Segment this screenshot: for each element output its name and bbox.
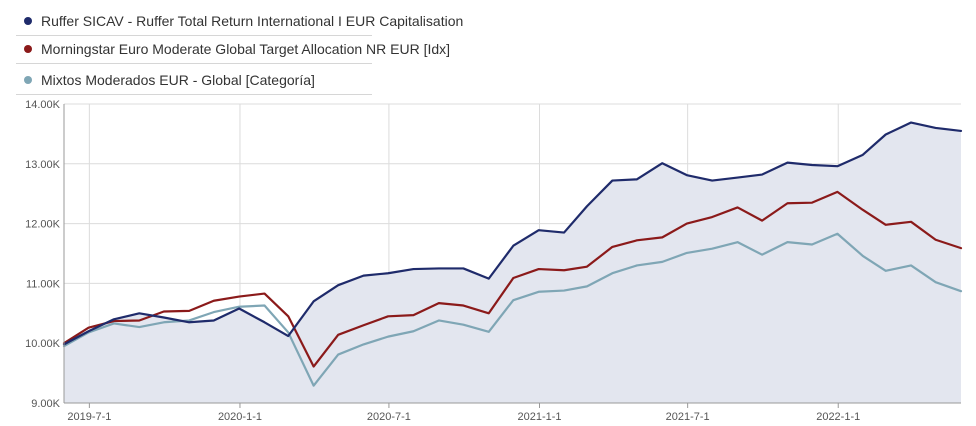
legend-label-category: Mixtos Moderados EUR - Global [Categoría…	[41, 72, 315, 88]
y-tick-label: 14.00K	[25, 99, 61, 111]
legend-marker-category	[24, 76, 32, 84]
y-tick-label: 12.00K	[25, 219, 61, 231]
legend-divider	[16, 94, 372, 95]
x-tick-label: 2021-1-1	[517, 411, 561, 423]
legend-item-category[interactable]: Mixtos Moderados EUR - Global [Categoría…	[24, 69, 315, 91]
legend-marker-index	[24, 45, 32, 53]
index-series-line	[62, 190, 963, 368]
x-tick-label: 2021-7-1	[666, 411, 710, 423]
legend-marker-fund	[24, 17, 32, 25]
y-tick-label: 9.00K	[31, 398, 60, 410]
legend-divider	[16, 63, 372, 64]
fund-series-line	[62, 121, 963, 346]
legend-item-index[interactable]: Morningstar Euro Moderate Global Target …	[24, 38, 450, 60]
x-tick-label: 2022-1-1	[816, 411, 860, 423]
legend-label-index: Morningstar Euro Moderate Global Target …	[41, 41, 451, 57]
y-tick-label: 10.00K	[25, 338, 61, 350]
y-tick-label: 13.00K	[25, 159, 61, 171]
legend-divider	[16, 35, 372, 36]
category-series-line	[62, 232, 963, 387]
legend-item-fund[interactable]: Ruffer SICAV - Ruffer Total Return Inter…	[24, 10, 463, 32]
fund-area-fill	[64, 122, 961, 404]
line-chart: 9.00K 10.00K 11.00K 12.00K 13.00K 14.00K 2019-…	[25, 99, 963, 423]
y-tick-label: 11.00K	[26, 278, 61, 290]
x-tick-label: 2020-7-1	[367, 411, 411, 423]
x-tick-label: 2019-7-1	[67, 411, 111, 423]
x-tick-label: 2020-1-1	[218, 411, 262, 423]
legend-label-fund: Ruffer SICAV - Ruffer Total Return Inter…	[41, 13, 464, 29]
chart-legend: Ruffer SICAV - Ruffer Total Return Inter…	[0, 0, 560, 96]
